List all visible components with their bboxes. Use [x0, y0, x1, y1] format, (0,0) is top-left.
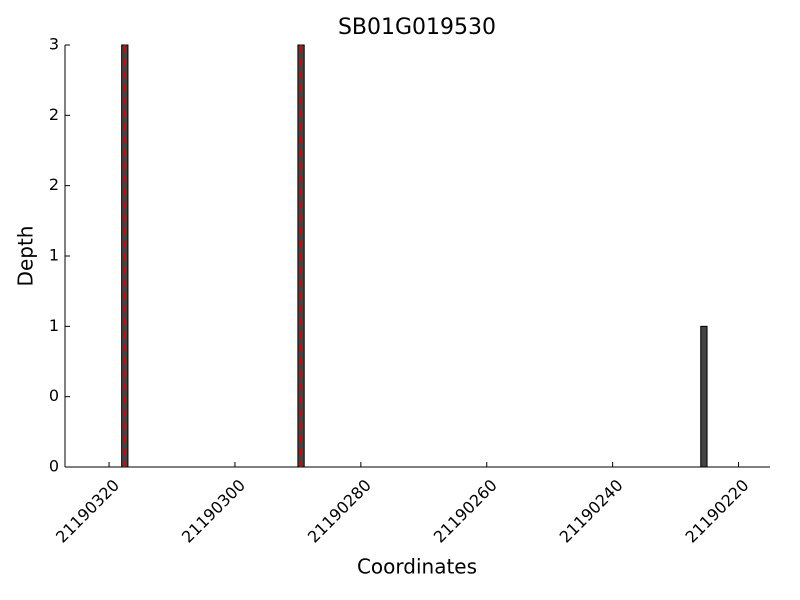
x-tick-label: 21190220 [682, 476, 753, 547]
y-tick-label: 1 [49, 246, 59, 265]
x-tick-label: 21190300 [178, 476, 249, 547]
y-tick-label: 0 [49, 457, 59, 476]
bar [700, 325, 708, 468]
y-tick-label: 3 [49, 35, 59, 54]
y-tick-label: 0 [49, 386, 59, 405]
y-tick-label: 1 [49, 316, 59, 335]
x-tick-label: 21190240 [556, 476, 627, 547]
y-axis-label: Depth [14, 226, 38, 287]
chart-title: SB01G019530 [338, 15, 496, 40]
x-tick-label: 21190320 [52, 476, 123, 547]
x-tick-label: 21190260 [430, 476, 501, 547]
x-tick-label: 21190280 [304, 476, 375, 547]
x-axis-label: Coordinates [357, 555, 477, 579]
y-tick-label: 2 [49, 105, 59, 124]
y-tick-label: 2 [49, 175, 59, 194]
